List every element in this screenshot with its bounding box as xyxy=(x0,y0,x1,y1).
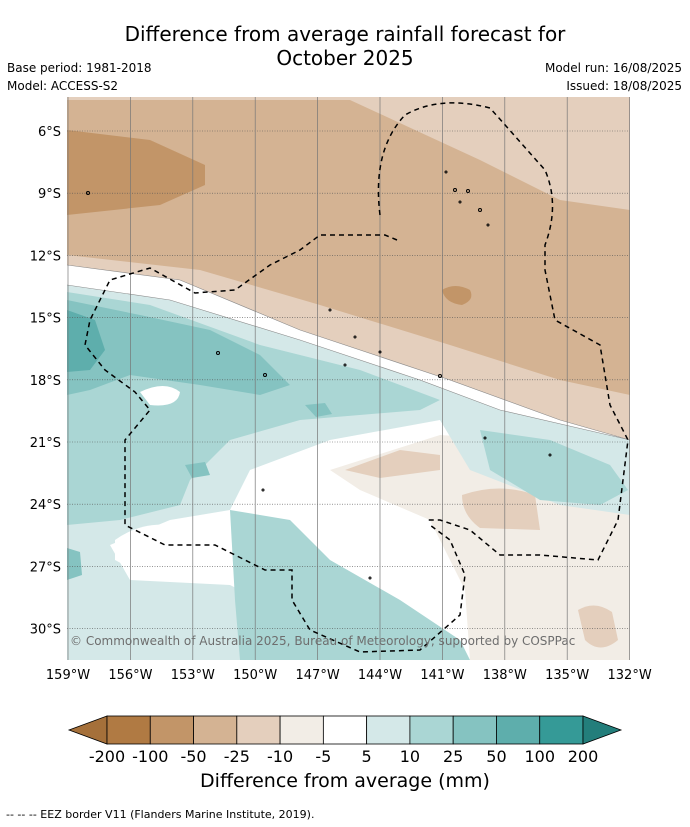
lon-label: 156°W xyxy=(108,668,152,683)
eez-border-society xyxy=(84,234,466,653)
dry-patch-small xyxy=(442,286,472,305)
dry-band-100 xyxy=(67,130,205,215)
colorbar-swatch xyxy=(496,715,541,745)
colorbar-swatch xyxy=(409,715,454,745)
colorbar-tick-label: 10 xyxy=(400,747,420,766)
colorbar-swatch xyxy=(452,715,497,745)
colorbar-tick-label: 5 xyxy=(362,747,372,766)
wet-band-25c xyxy=(480,430,628,505)
model-name: Model: ACCESS-S2 xyxy=(7,79,119,93)
lon-label: 138°W xyxy=(483,668,527,683)
lat-label: 24°S xyxy=(30,498,61,513)
map-gridlines xyxy=(67,97,630,660)
lon-label: 147°W xyxy=(296,668,340,683)
eez-footnote: -- -- -- EEZ border V11 (Flanders Marine… xyxy=(6,808,315,821)
lon-label: 150°W xyxy=(233,668,277,683)
wet-spot-c xyxy=(67,548,82,580)
contour-line-north xyxy=(67,264,630,441)
lat-label: 12°S xyxy=(30,249,61,264)
wet-spot-a xyxy=(305,403,332,417)
colorbar-swatch xyxy=(149,715,194,745)
dry-lower-10b xyxy=(462,488,540,530)
model-run: Model run: 16/08/2025 xyxy=(544,61,682,75)
colorbar-tick-label: -200 xyxy=(89,747,125,766)
lon-label: 153°W xyxy=(171,668,215,683)
colorbar: -200 -100 -50 -25 -10 -5 5 10 25 50 100 200 xyxy=(67,715,623,766)
lon-label: 135°W xyxy=(545,668,589,683)
colorbar-high-arrow xyxy=(582,715,623,745)
colorbar-title: Difference from average (mm) xyxy=(200,770,490,792)
base-period: Base period: 1981-2018 xyxy=(7,61,152,75)
lat-label: 6°S xyxy=(38,125,61,140)
lon-label: 141°W xyxy=(420,668,464,683)
map-fields xyxy=(67,97,630,660)
colorbar-swatch xyxy=(366,715,411,745)
lat-label: 27°S xyxy=(30,560,61,575)
copyright-notice: © Commonwealth of Australia 2025, Bureau… xyxy=(70,634,576,648)
neutral-hole-b xyxy=(115,524,179,572)
colorbar-swatch xyxy=(279,715,324,745)
wet-spot-b xyxy=(185,462,210,478)
colorbar-swatch xyxy=(322,715,368,745)
colorbar-tick-label: 25 xyxy=(443,747,463,766)
colorbar-low-arrow xyxy=(67,715,108,745)
colorbar-tick-label: -10 xyxy=(267,747,293,766)
longitude-labels: 159°W 156°W 153°W 150°W 147°W 144°W 141°W 138°W… xyxy=(46,668,652,683)
map-title: Difference from average rainfall forecas… xyxy=(0,22,690,70)
latitude-labels: 6°S 9°S 12°S 15°S 18°S 21°S 24°S 27°S 30°S xyxy=(30,125,61,638)
lat-label: 9°S xyxy=(38,187,61,202)
colorbar-tick-label: -50 xyxy=(180,747,206,766)
issued-date: Issued: 18/08/2025 xyxy=(566,79,682,93)
meta-right: Model run: 16/08/2025 Issued: 18/08/2025 xyxy=(545,59,682,95)
islands xyxy=(86,170,552,580)
lat-label: 15°S xyxy=(30,312,61,327)
colorbar-tick-label: 100 xyxy=(524,747,555,766)
title-line-2: October 2025 xyxy=(276,46,414,70)
lat-label: 18°S xyxy=(30,374,61,389)
eez-borders xyxy=(84,102,629,653)
colorbar-tick-label: 200 xyxy=(568,747,599,766)
dry-lower-10 xyxy=(345,450,440,478)
meta-left: Base period: 1981-2018 Model: ACCESS-S2 xyxy=(7,59,152,95)
colorbar-swatch xyxy=(193,715,238,745)
neutral-hole-a xyxy=(140,386,180,406)
lon-label: 144°W xyxy=(358,668,402,683)
colorbar-swatch xyxy=(106,715,151,745)
colorbar-tick-label: -25 xyxy=(224,747,250,766)
dry-lower-10c xyxy=(578,605,618,648)
contour-line-south xyxy=(67,284,630,441)
wet-band-25b xyxy=(230,510,470,660)
lat-label: 30°S xyxy=(30,623,61,638)
lat-label: 21°S xyxy=(30,436,61,451)
colorbar-tick-label: 50 xyxy=(486,747,506,766)
colorbar-tick-label: -5 xyxy=(315,747,331,766)
eez-border-marquesas xyxy=(377,102,629,561)
lon-label: 159°W xyxy=(46,668,90,683)
lon-label: 132°W xyxy=(608,668,652,683)
colorbar-swatch xyxy=(539,715,584,745)
colorbar-swatch xyxy=(236,715,281,745)
wet-band-50 xyxy=(67,300,290,395)
dry-band-25 xyxy=(67,100,630,395)
title-line-1: Difference from average rainfall forecas… xyxy=(124,22,566,46)
colorbar-tick-label: -100 xyxy=(132,747,168,766)
